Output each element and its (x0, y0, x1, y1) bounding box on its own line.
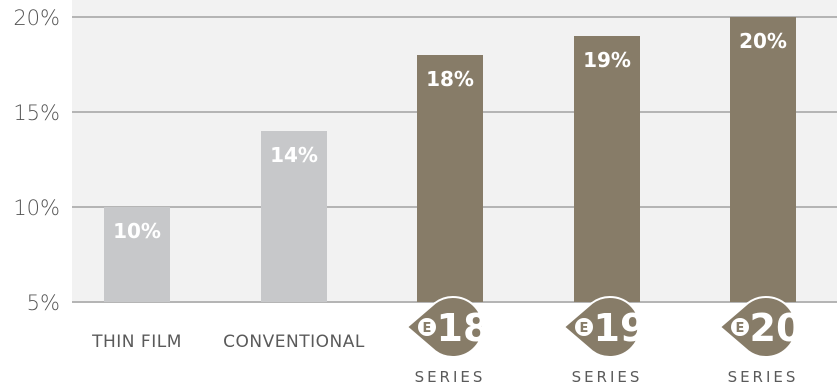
y-tick-label: 5% (27, 291, 60, 315)
badge-shape (562, 296, 641, 358)
e-logo-icon (731, 318, 749, 336)
bar (417, 55, 483, 302)
bar (730, 17, 796, 302)
badge-shape (405, 296, 484, 358)
series-word-label: SERIES (728, 368, 799, 386)
badge-letter: E (580, 321, 589, 336)
series-word-label: SERIES (572, 368, 643, 386)
y-tick-label: 15% (13, 101, 60, 125)
e-logo-icon (575, 318, 593, 336)
y-tick-label: 10% (13, 196, 60, 220)
series-number: 18 (437, 306, 490, 350)
badge-letter: E (736, 321, 745, 336)
series-number: 20 (750, 306, 803, 350)
series-badge: E 20 (718, 296, 803, 358)
bar (104, 207, 170, 302)
data-label: 19% (583, 48, 631, 72)
bar (574, 36, 640, 302)
bar (261, 131, 327, 302)
data-label: 10% (113, 219, 161, 243)
x-category-label: CONVENTIONAL (223, 332, 365, 352)
series-badge: E 18 (405, 296, 490, 358)
series-badge: E 19 (562, 296, 647, 358)
y-tick-label: 20% (13, 6, 60, 30)
data-label: 18% (426, 67, 474, 91)
badge-shape (718, 296, 797, 358)
series-number: 19 (594, 306, 647, 350)
data-label: 20% (739, 29, 787, 53)
x-category-label: THIN FILM (91, 332, 182, 352)
data-label: 14% (270, 143, 318, 167)
badge-letter: E (423, 321, 432, 336)
e-logo-icon (418, 318, 436, 336)
series-word-label: SERIES (415, 368, 486, 386)
